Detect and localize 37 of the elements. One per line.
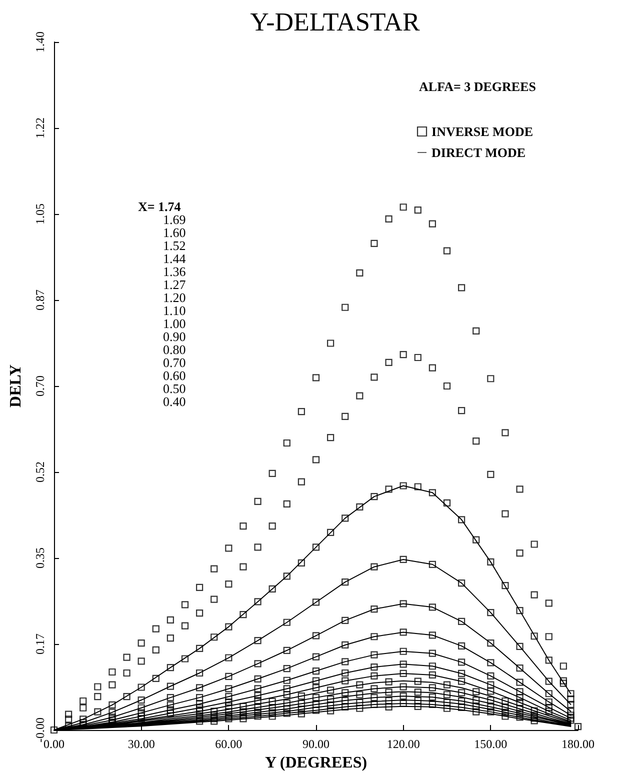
annotation: 1.20 [163,290,186,305]
y-tick-label: 0.17 [33,634,47,654]
legend-label: INVERSE MODE [432,124,534,139]
legend-title: ALFA= 3 DEGREES [419,79,536,94]
annotation: 0.50 [163,381,186,396]
x-tick-label: 30.00 [128,737,155,751]
y-tick-label: 0.87 [33,290,47,310]
x-tick-label: 90.00 [302,737,330,751]
y-tick-label: 0.70 [33,376,47,396]
annotation: 1.69 [163,212,186,227]
y-tick-label: 1.40 [33,32,47,52]
annotation: 1.27 [163,277,186,292]
annotation: X= 1.74 [138,199,182,214]
annotation: 0.40 [163,394,186,409]
x-axis-title: Y (DEGREES) [264,754,368,772]
legend-label: DIRECT MODE [432,145,526,160]
x-tick-label: 120.00 [386,737,420,751]
y-tick-label: 0.52 [33,462,47,482]
annotation: 0.90 [163,329,186,344]
x-tick-label: 150.00 [474,737,508,751]
annotation: 0.80 [163,342,186,357]
chart-title: Y-DELTASTAR [250,8,420,36]
annotation: 0.60 [163,368,186,383]
annotation: 1.52 [163,238,186,253]
annotation: 0.70 [163,355,186,370]
y-tick-label: 0.35 [33,548,47,568]
annotation: 1.60 [163,225,186,240]
annotation: 1.00 [163,316,186,331]
annotation: 1.36 [163,264,186,279]
y-tick-label: 1.22 [33,118,47,138]
x-tick-label: 60.00 [215,737,242,751]
x-tick-label: 0.00 [44,737,64,751]
annotation: 1.10 [163,303,186,318]
x-tick-label: 180.00 [562,737,594,751]
y-axis-title: DELY [8,364,24,408]
annotation: 1.44 [163,251,186,266]
y-tick-label: 1.05 [33,204,47,224]
